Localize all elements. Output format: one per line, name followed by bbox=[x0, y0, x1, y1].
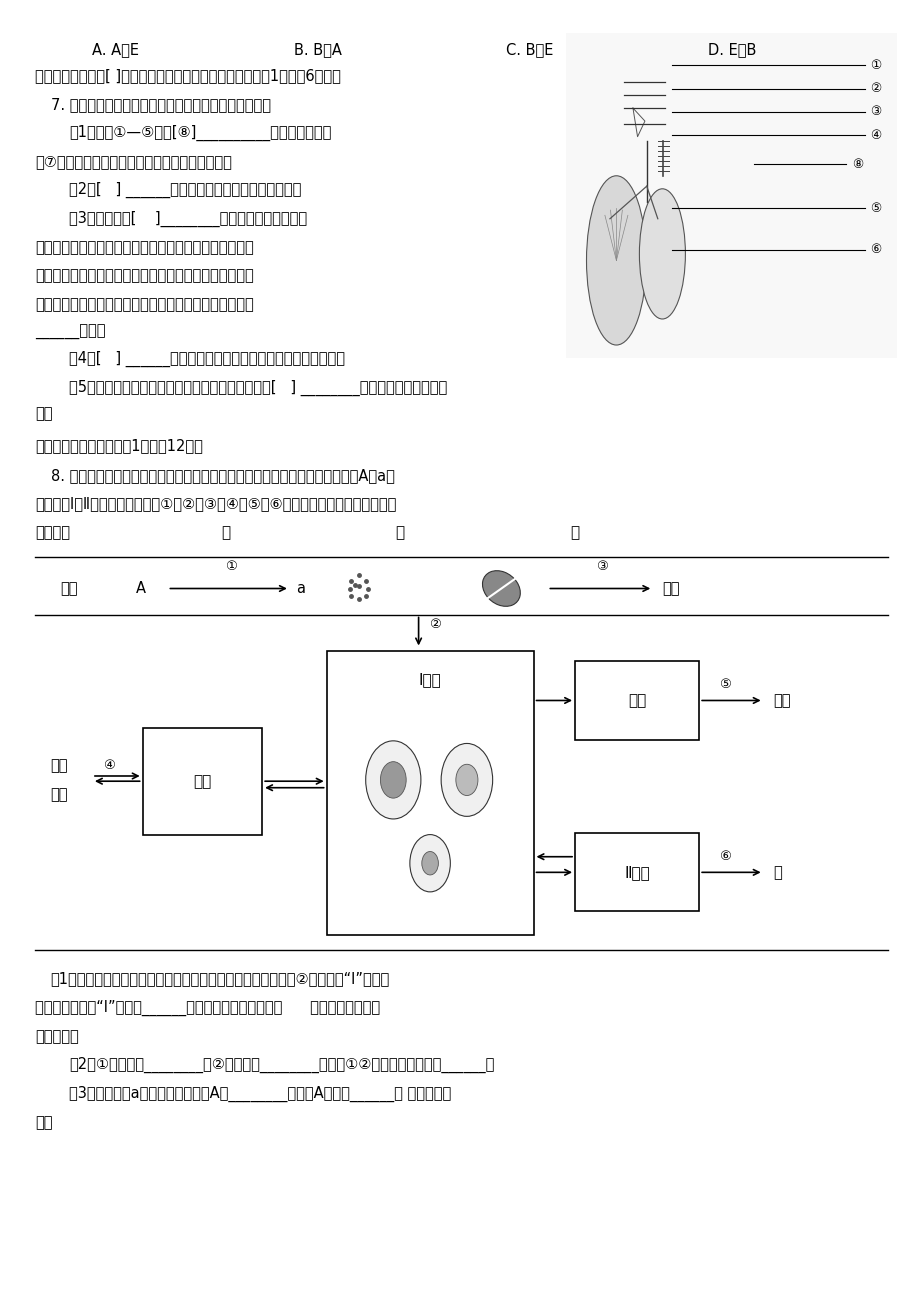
Circle shape bbox=[441, 743, 493, 816]
Text: ④: ④ bbox=[103, 759, 115, 772]
Text: ⑥: ⑥ bbox=[869, 243, 880, 256]
Text: 消: 消 bbox=[221, 525, 230, 540]
Text: 道。: 道。 bbox=[35, 406, 52, 422]
Text: 气体: 气体 bbox=[51, 786, 68, 802]
Text: （2）[   ] ______是气体的通道，也是发声的器官。: （2）[ ] ______是气体的通道，也是发声的器官。 bbox=[69, 182, 301, 198]
Text: ⑧: ⑧ bbox=[851, 158, 862, 171]
Bar bbox=[574, 661, 698, 740]
Text: 中的颏粒物进入身体后黏附在呼吸道易造成气管炎、咍炎: 中的颏粒物进入身体后黏附在呼吸道易造成气管炎、咍炎 bbox=[35, 268, 254, 284]
Ellipse shape bbox=[482, 570, 520, 607]
Text: 供能物质。: 供能物质。 bbox=[35, 1029, 79, 1044]
Bar bbox=[326, 651, 533, 935]
Text: 7. 右图是人体呼吸系统组成示意图，请据图回答问题：: 7. 右图是人体呼吸系统组成示意图，请据图回答问题： bbox=[51, 96, 270, 112]
Text: （2）①过程称作________，②过程称作________。完成①②过程的主要器官是______。: （2）①过程称作________，②过程称作________。完成①②过程的主要… bbox=[69, 1057, 494, 1073]
Bar bbox=[142, 728, 262, 835]
Circle shape bbox=[421, 852, 437, 875]
Ellipse shape bbox=[586, 176, 646, 345]
Text: Ⅱ器官: Ⅱ器官 bbox=[624, 865, 649, 880]
Text: 外界: 外界 bbox=[51, 758, 68, 773]
Text: Ⅰ系统: Ⅰ系统 bbox=[418, 672, 441, 687]
Text: （3）假如物质a是氨基酸，则物质A是________，物质A首先在______。 中被初步消: （3）假如物质a是氨基酸，则物质A是________，物质A首先在______。… bbox=[69, 1086, 450, 1101]
Text: 道: 道 bbox=[570, 525, 579, 540]
Text: （1）食物中含有包括膀食纤维在内的七种营养成劆，它们通过②过程进入“Ⅰ”系统从: （1）食物中含有包括膀食纤维在内的七种营养成劆，它们通过②过程进入“Ⅰ”系统从 bbox=[51, 971, 390, 987]
Text: （5）吃饭时说笑，容易呵呵，引起咍呀，这是因为[   ] ________是食物和气体的共同通: （5）吃饭时说笑，容易呵呵，引起咍呀，这是因为[ ] ________是食物和气… bbox=[69, 380, 447, 396]
Text: ⑤: ⑤ bbox=[869, 202, 880, 215]
Text: （3）空气经过[    ]________时，其黏膜分泌的黏液: （3）空气经过[ ]________时，其黏膜分泌的黏液 bbox=[69, 211, 307, 227]
Text: 8. 下面是与人体消化、呼吸、循环、泌尿系统等相关的生理过程示意图，其中A、a表: 8. 下面是与人体消化、呼吸、循环、泌尿系统等相关的生理过程示意图，其中A、a表 bbox=[51, 467, 394, 483]
Text: A. A和E: A. A和E bbox=[92, 42, 139, 57]
Text: B. B和A: B. B和A bbox=[294, 42, 342, 57]
Bar bbox=[565, 33, 896, 358]
Circle shape bbox=[456, 764, 478, 796]
Text: 体外: 体外 bbox=[662, 581, 679, 596]
Circle shape bbox=[380, 762, 406, 798]
Text: （4）[   ] ______是呼吸系统的主要器官，是气体交换的场所。: （4）[ ] ______是呼吸系统的主要器官，是气体交换的场所。 bbox=[69, 352, 345, 367]
Text: （1）图中①—⑤合称[⑧]__________，是外界气体进: （1）图中①—⑤合称[⑧]__________，是外界气体进 bbox=[69, 125, 331, 141]
Text: C. B和E: C. B和E bbox=[505, 42, 552, 57]
Text: D. E和B: D. E和B bbox=[708, 42, 756, 57]
Ellipse shape bbox=[639, 189, 685, 319]
Text: 二、识图题：（在[ ]内填标号，在横线上填相关内容。每空1分，八6分。）: 二、识图题：（在[ ]内填标号，在横线上填相关内容。每空1分，八6分。） bbox=[35, 68, 340, 83]
Text: ①: ① bbox=[869, 59, 880, 72]
Text: ①: ① bbox=[225, 560, 237, 573]
Text: ②: ② bbox=[428, 618, 440, 631]
Text: ③: ③ bbox=[869, 105, 880, 118]
Text: 肺泡: 肺泡 bbox=[193, 773, 211, 789]
Text: 将空气中残留的灰尘和病菌黏住而形成痰。雾霾天气空气: 将空气中残留的灰尘和病菌黏住而形成痰。雾霾天气空气 bbox=[35, 240, 254, 255]
Text: ______防护。: ______防护。 bbox=[35, 324, 106, 340]
Text: 化: 化 bbox=[395, 525, 404, 540]
Text: ③: ③ bbox=[596, 560, 607, 573]
Text: 列问题：: 列问题： bbox=[35, 525, 70, 540]
Text: 三、分析说明题：（每空1分，八12分）: 三、分析说明题：（每空1分，八12分） bbox=[35, 437, 202, 453]
Text: 皮肤: 皮肤 bbox=[628, 693, 645, 708]
Text: ⑤: ⑤ bbox=[719, 678, 731, 691]
Text: A: A bbox=[136, 581, 146, 596]
Text: ②: ② bbox=[869, 82, 880, 95]
Text: ④: ④ bbox=[869, 129, 880, 142]
Text: ⑥: ⑥ bbox=[719, 850, 731, 863]
Bar bbox=[574, 833, 698, 911]
Circle shape bbox=[410, 835, 450, 892]
Circle shape bbox=[366, 741, 421, 819]
Text: 等疾病。所以雾霾天气尽可能少出门，非要出门时最好戴: 等疾病。所以雾霾天气尽可能少出门，非要出门时最好戴 bbox=[35, 297, 254, 312]
Text: 尿: 尿 bbox=[772, 865, 781, 880]
Text: a: a bbox=[296, 581, 305, 596]
Text: 体外: 体外 bbox=[772, 693, 789, 708]
Text: 而运输到全身。“Ⅰ”系统是______系统，七种营养成分中，      是人体内最重要的: 而运输到全身。“Ⅰ”系统是______系统，七种营养成分中， 是人体内最重要的 bbox=[35, 1000, 380, 1016]
Text: 示物质，Ⅰ、Ⅱ表示器官或系统，①、②、③、④、⑤、⑥表示生理过程。请据图回答下: 示物质，Ⅰ、Ⅱ表示器官或系统，①、②、③、④、⑤、⑥表示生理过程。请据图回答下 bbox=[35, 496, 396, 512]
Text: 食物: 食物 bbox=[60, 581, 77, 596]
Text: 化。: 化。 bbox=[35, 1115, 52, 1130]
Text: 入⑦的通道，具有温暖、湿润、清洁空气的作用。: 入⑦的通道，具有温暖、湿润、清洁空气的作用。 bbox=[35, 154, 232, 169]
